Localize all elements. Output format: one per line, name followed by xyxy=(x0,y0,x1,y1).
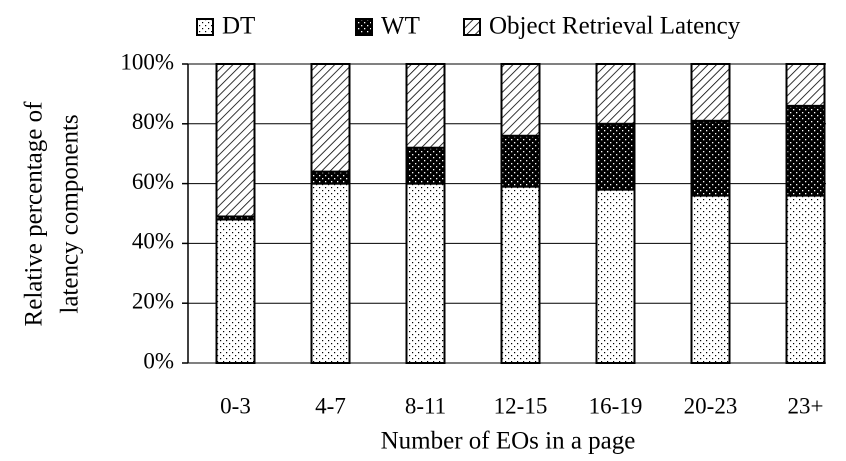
y-tick-label: 40% xyxy=(132,229,174,254)
x-tick-label: 23+ xyxy=(788,393,824,418)
x-tick-label: 12-15 xyxy=(494,393,548,418)
y-tick-label: 60% xyxy=(132,169,174,194)
bar-segment xyxy=(595,63,636,125)
bar-segment xyxy=(215,218,256,364)
legend-swatch xyxy=(196,18,214,36)
legend-label: Object Retrieval Latency xyxy=(489,13,741,40)
bar-segment xyxy=(500,134,541,188)
legend-swatch xyxy=(463,18,481,36)
legend-label: DT xyxy=(222,13,255,40)
bar-segment xyxy=(405,63,446,149)
y-tick-label: 20% xyxy=(132,288,174,313)
y-tick-label: 80% xyxy=(132,109,174,134)
bar-segment xyxy=(500,185,541,364)
bar-segment xyxy=(405,182,446,364)
y-tick-label: 0% xyxy=(143,348,174,373)
bar-segment xyxy=(690,194,731,364)
bar-segment xyxy=(310,63,351,173)
bar-segment xyxy=(215,63,256,218)
bar-segment xyxy=(785,104,826,197)
bar-segment xyxy=(595,122,636,191)
y-axis-label: Relative percentage of xyxy=(21,101,48,327)
x-tick-label: 16-19 xyxy=(589,393,643,418)
bar-segment xyxy=(690,119,731,197)
bar-segment xyxy=(500,63,541,137)
bar-segment xyxy=(690,63,731,122)
bar-segment xyxy=(405,146,446,185)
x-tick-label: 20-23 xyxy=(684,393,738,418)
x-axis-label: Number of EOs in a page xyxy=(381,428,636,455)
legend-label: WT xyxy=(381,13,420,40)
bar-segment xyxy=(595,188,636,364)
x-tick-label: 4-7 xyxy=(315,393,346,418)
y-tick-label: 100% xyxy=(120,49,174,74)
bar-segment xyxy=(310,182,351,364)
bar-segment xyxy=(310,170,351,185)
bar-segment xyxy=(785,194,826,364)
bar-segment xyxy=(785,63,826,107)
legend-swatch xyxy=(355,18,373,36)
x-tick-label: 0-3 xyxy=(220,393,251,418)
y-axis-label: latency components xyxy=(57,114,84,313)
x-tick-label: 8-11 xyxy=(405,393,446,418)
